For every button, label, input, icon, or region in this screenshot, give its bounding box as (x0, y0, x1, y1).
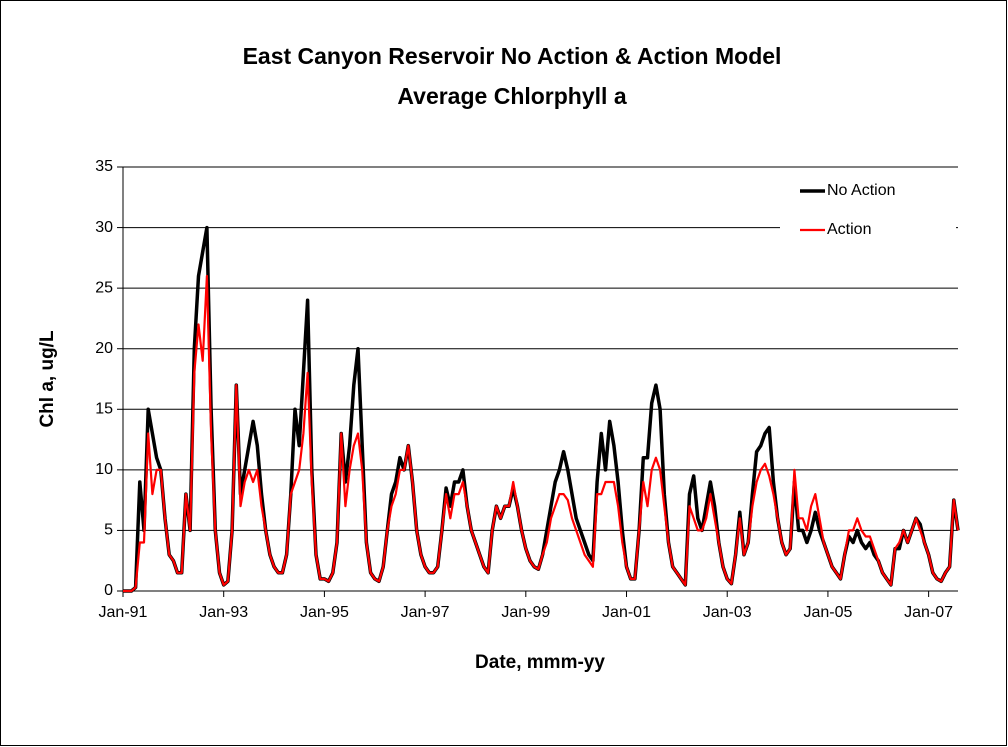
y-tick-label: 20 (95, 340, 113, 357)
y-tick-label: 10 (95, 461, 113, 478)
x-tick-label: Jan-99 (501, 604, 550, 621)
legend-label: Action (827, 221, 871, 238)
legend-label: No Action (827, 182, 895, 199)
x-tick-label: Jan-93 (199, 604, 248, 621)
x-tick-label: Jan-05 (803, 604, 852, 621)
x-tick-label: Jan-03 (703, 604, 752, 621)
y-tick-label: 0 (104, 582, 113, 599)
legend-box (780, 173, 956, 245)
y-axis-label: Chl a, ug/L (37, 330, 58, 428)
y-tick-label: 15 (95, 401, 113, 418)
x-tick-label: Jan-95 (300, 604, 349, 621)
chart-title: East Canyon Reservoir No Action & Action… (243, 43, 782, 69)
chart-subtitle: Average Chlorphyll a (397, 83, 626, 109)
x-tick-label: Jan-97 (401, 604, 450, 621)
x-tick-label: Jan-07 (904, 604, 953, 621)
x-tick-label: Jan-01 (602, 604, 651, 621)
x-tick-label: Jan-91 (99, 604, 148, 621)
data-line (123, 274, 960, 593)
y-tick-label: 35 (95, 158, 113, 175)
y-tick-label: 25 (95, 279, 113, 296)
y-tick-label: 5 (104, 522, 113, 539)
y-tick-label: 30 (95, 219, 113, 236)
x-axis-label: Date, mmm-yy (475, 652, 605, 673)
